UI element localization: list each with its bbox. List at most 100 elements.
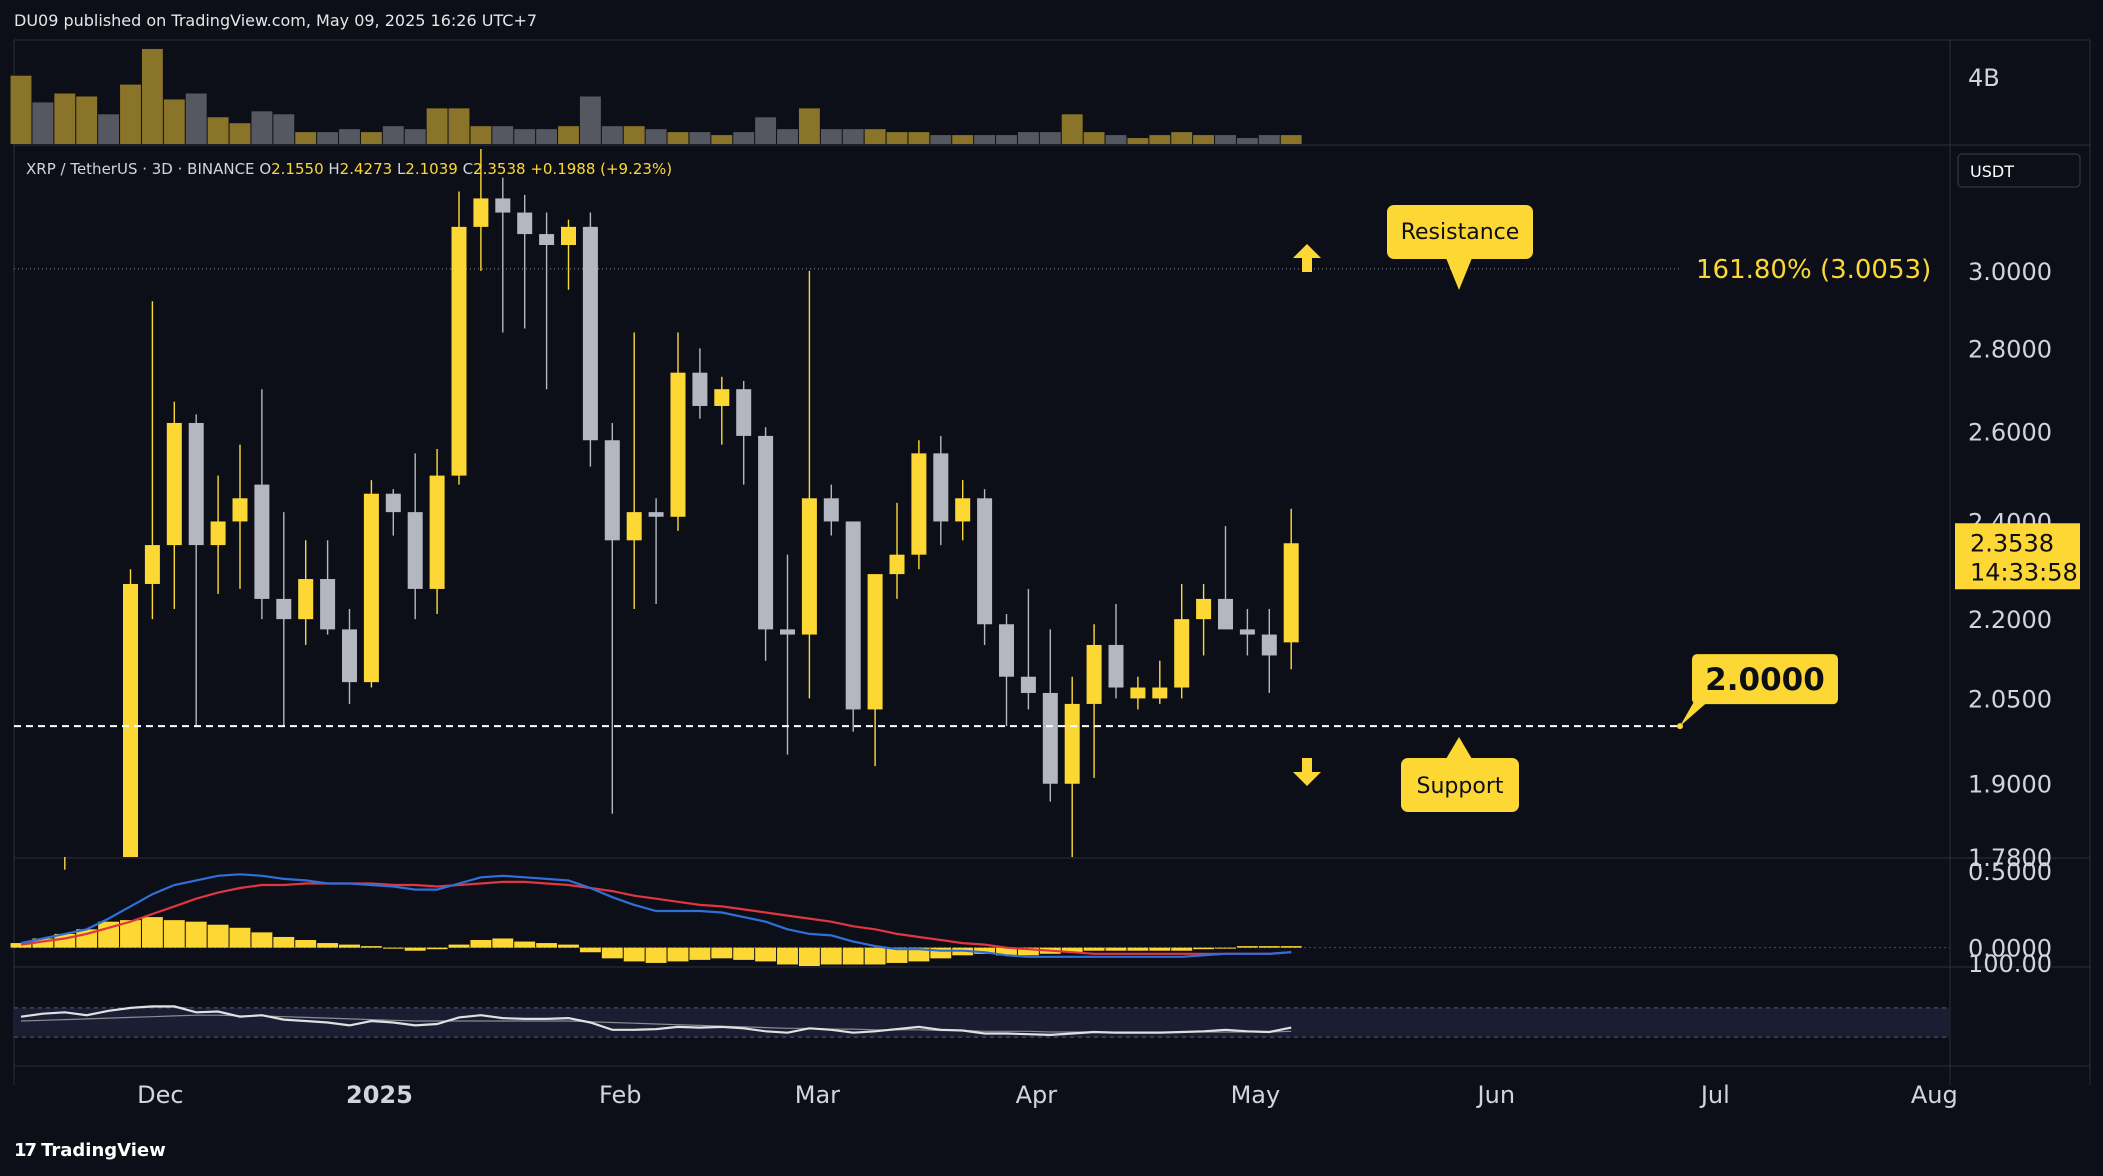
macd-histogram-bar: [448, 944, 470, 948]
currency-button-label[interactable]: USDT: [1970, 162, 2014, 181]
candle[interactable]: [473, 149, 489, 271]
candle[interactable]: [1283, 508, 1299, 670]
candle[interactable]: [780, 554, 795, 755]
macd-histogram-bar: [185, 921, 207, 948]
candle[interactable]: [999, 614, 1014, 727]
support-level-callout[interactable]: 2.0000: [1680, 654, 1838, 727]
candle-body: [845, 521, 861, 710]
candle[interactable]: [889, 502, 905, 599]
candle[interactable]: [626, 332, 642, 609]
candle[interactable]: [385, 489, 401, 536]
volume-bar: [842, 129, 864, 144]
candle[interactable]: [977, 489, 993, 645]
candle[interactable]: [670, 332, 686, 531]
candle-body: [604, 440, 620, 541]
candle[interactable]: [517, 194, 533, 329]
macd-histogram-bar: [1105, 947, 1127, 951]
tradingview-brand[interactable]: 17 TradingView: [14, 1140, 166, 1161]
candle[interactable]: [911, 440, 927, 570]
volume-bar: [798, 108, 820, 144]
published-by-text: DU09 published on TradingView.com, May 0…: [14, 11, 538, 30]
candle[interactable]: [363, 480, 379, 688]
candle[interactable]: [801, 270, 817, 699]
candle[interactable]: [933, 435, 949, 546]
volume-bar: [1105, 135, 1127, 144]
candle[interactable]: [188, 414, 204, 727]
currency-button-bg[interactable]: [1957, 153, 2081, 188]
candle[interactable]: [166, 401, 182, 609]
candle-body: [320, 579, 336, 630]
candle[interactable]: [692, 348, 708, 419]
candle[interactable]: [451, 191, 467, 485]
candle[interactable]: [1108, 603, 1124, 699]
volume-bar: [864, 129, 886, 144]
candles: [64, 149, 1299, 870]
macd-histogram-bar: [470, 940, 492, 948]
candle[interactable]: [1261, 608, 1277, 693]
candle[interactable]: [320, 540, 336, 635]
candle-body: [1064, 703, 1080, 784]
candle[interactable]: [1042, 629, 1058, 802]
macd-histogram-bar: [1236, 946, 1258, 948]
candle-body: [823, 498, 839, 522]
macd-histogram-bar: [10, 943, 32, 948]
currency-button[interactable]: USDT: [1957, 153, 2081, 188]
volume-bar: [1083, 132, 1105, 144]
macd-histogram-bar: [1193, 947, 1215, 950]
time-axis: Dec 2025 Feb Mar Apr May Jun Jul Aug: [137, 1081, 1958, 1109]
legend-l-label: L: [397, 160, 406, 178]
candle[interactable]: [539, 212, 555, 390]
candle[interactable]: [867, 574, 883, 767]
support-callout-pointer: [1680, 698, 1712, 727]
candle[interactable]: [714, 376, 730, 445]
candle[interactable]: [1020, 588, 1036, 710]
volume-bar: [1258, 135, 1280, 144]
candle[interactable]: [495, 177, 511, 333]
rsi-tick-label: 100.00: [1968, 950, 2052, 978]
candle[interactable]: [1196, 583, 1212, 656]
volume-axis-label: 4B: [1968, 64, 2000, 92]
candle[interactable]: [254, 389, 270, 620]
candle[interactable]: [276, 512, 292, 727]
candle[interactable]: [144, 301, 160, 620]
macd-histogram-bar: [229, 927, 251, 948]
candle[interactable]: [1130, 676, 1146, 710]
macd-histogram-bar: [207, 924, 229, 948]
volume-bar: [54, 93, 76, 144]
volume-pane: 4B: [10, 48, 2000, 144]
candle[interactable]: [232, 444, 248, 589]
candle[interactable]: [1152, 660, 1168, 704]
candle-body: [561, 226, 576, 246]
candle[interactable]: [1218, 526, 1233, 630]
candle[interactable]: [1174, 583, 1190, 699]
candle-body: [363, 493, 379, 683]
candle[interactable]: [429, 448, 445, 615]
candle[interactable]: [1086, 624, 1102, 778]
macd-histogram-bar: [163, 920, 185, 948]
candle[interactable]: [648, 498, 664, 604]
candle[interactable]: [210, 475, 226, 594]
candle[interactable]: [845, 521, 861, 732]
candle[interactable]: [298, 540, 314, 645]
candle[interactable]: [1239, 608, 1255, 656]
macd-histogram-bar: [251, 932, 273, 948]
candle[interactable]: [582, 212, 598, 467]
candle[interactable]: [1064, 676, 1080, 857]
candle[interactable]: [604, 422, 620, 814]
support-callout-bg: [1401, 758, 1519, 812]
candle[interactable]: [342, 608, 357, 704]
candle-body: [342, 629, 357, 683]
candle[interactable]: [758, 427, 774, 661]
candle[interactable]: [955, 480, 971, 541]
support-callout[interactable]: Support: [1401, 737, 1519, 812]
candle[interactable]: [123, 569, 138, 857]
volume-bar: [558, 126, 579, 144]
candle[interactable]: [823, 484, 839, 536]
resistance-callout[interactable]: Resistance: [1387, 205, 1533, 290]
candle-body: [692, 372, 708, 406]
arrow-down-icon: [1293, 758, 1321, 786]
candle[interactable]: [561, 219, 576, 290]
candle[interactable]: [736, 380, 752, 485]
candle[interactable]: [407, 453, 423, 620]
